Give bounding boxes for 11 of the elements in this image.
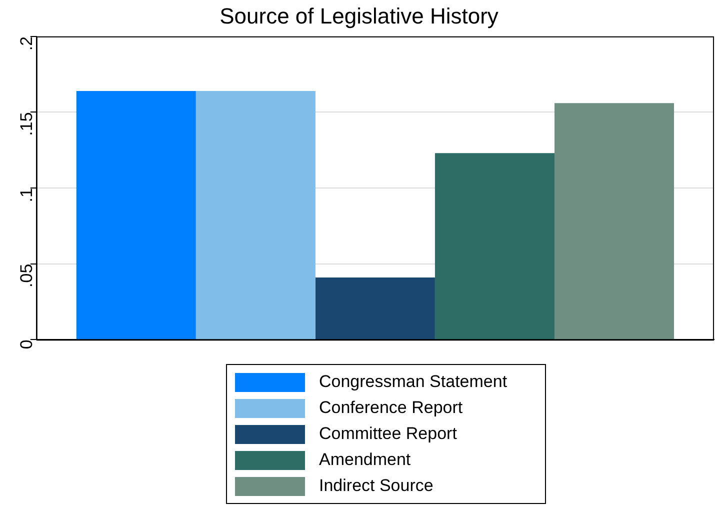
legend-label: Indirect Source [319,476,434,496]
legend-label: Amendment [319,450,411,470]
y-tick-label: .1 [17,188,36,202]
y-tick-label: .05 [17,264,36,288]
legend-label: Conference Report [319,398,463,418]
y-tick-label: 0 [17,340,36,350]
legend-label: Congressman Statement [319,372,508,392]
y-tick-label: .15 [17,112,36,136]
chart-title: Source of Legislative History [220,3,498,28]
y-tick-label: .2 [17,36,36,51]
legend-label: Committee Report [319,424,457,444]
